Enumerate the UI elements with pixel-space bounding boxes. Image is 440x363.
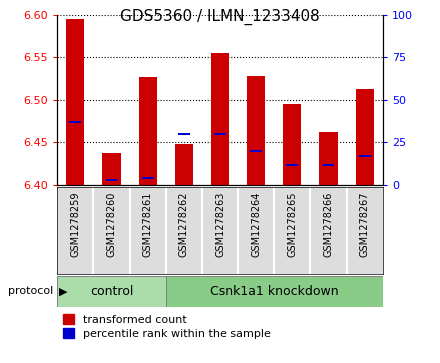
- Bar: [359, 155, 370, 157]
- Bar: [139, 77, 157, 185]
- Text: GSM1278262: GSM1278262: [179, 191, 189, 257]
- Bar: [211, 53, 229, 185]
- Text: control: control: [90, 285, 133, 298]
- Text: GDS5360 / ILMN_1233408: GDS5360 / ILMN_1233408: [120, 9, 320, 25]
- Text: GSM1278259: GSM1278259: [70, 191, 80, 257]
- Bar: [166, 276, 383, 307]
- Bar: [175, 144, 193, 185]
- Text: GSM1278267: GSM1278267: [360, 191, 370, 257]
- Bar: [283, 104, 301, 185]
- Bar: [57, 276, 166, 307]
- Text: protocol: protocol: [7, 286, 53, 296]
- Bar: [106, 179, 117, 181]
- Bar: [70, 121, 81, 123]
- Bar: [142, 177, 154, 179]
- Bar: [178, 133, 190, 135]
- Text: GSM1278266: GSM1278266: [323, 191, 334, 257]
- Text: GSM1278261: GSM1278261: [143, 191, 153, 257]
- Text: GSM1278265: GSM1278265: [287, 191, 297, 257]
- Text: ▶: ▶: [59, 286, 68, 296]
- Bar: [286, 164, 298, 166]
- Legend: transformed count, percentile rank within the sample: transformed count, percentile rank withi…: [63, 314, 271, 339]
- Bar: [323, 164, 334, 166]
- Bar: [103, 153, 121, 185]
- Text: GSM1278263: GSM1278263: [215, 191, 225, 257]
- Text: GSM1278260: GSM1278260: [106, 191, 117, 257]
- Bar: [214, 133, 226, 135]
- Bar: [66, 19, 84, 185]
- Bar: [247, 76, 265, 185]
- Bar: [319, 132, 337, 185]
- Bar: [250, 150, 262, 152]
- Bar: [356, 89, 374, 185]
- Text: GSM1278264: GSM1278264: [251, 191, 261, 257]
- Text: Csnk1a1 knockdown: Csnk1a1 knockdown: [210, 285, 338, 298]
